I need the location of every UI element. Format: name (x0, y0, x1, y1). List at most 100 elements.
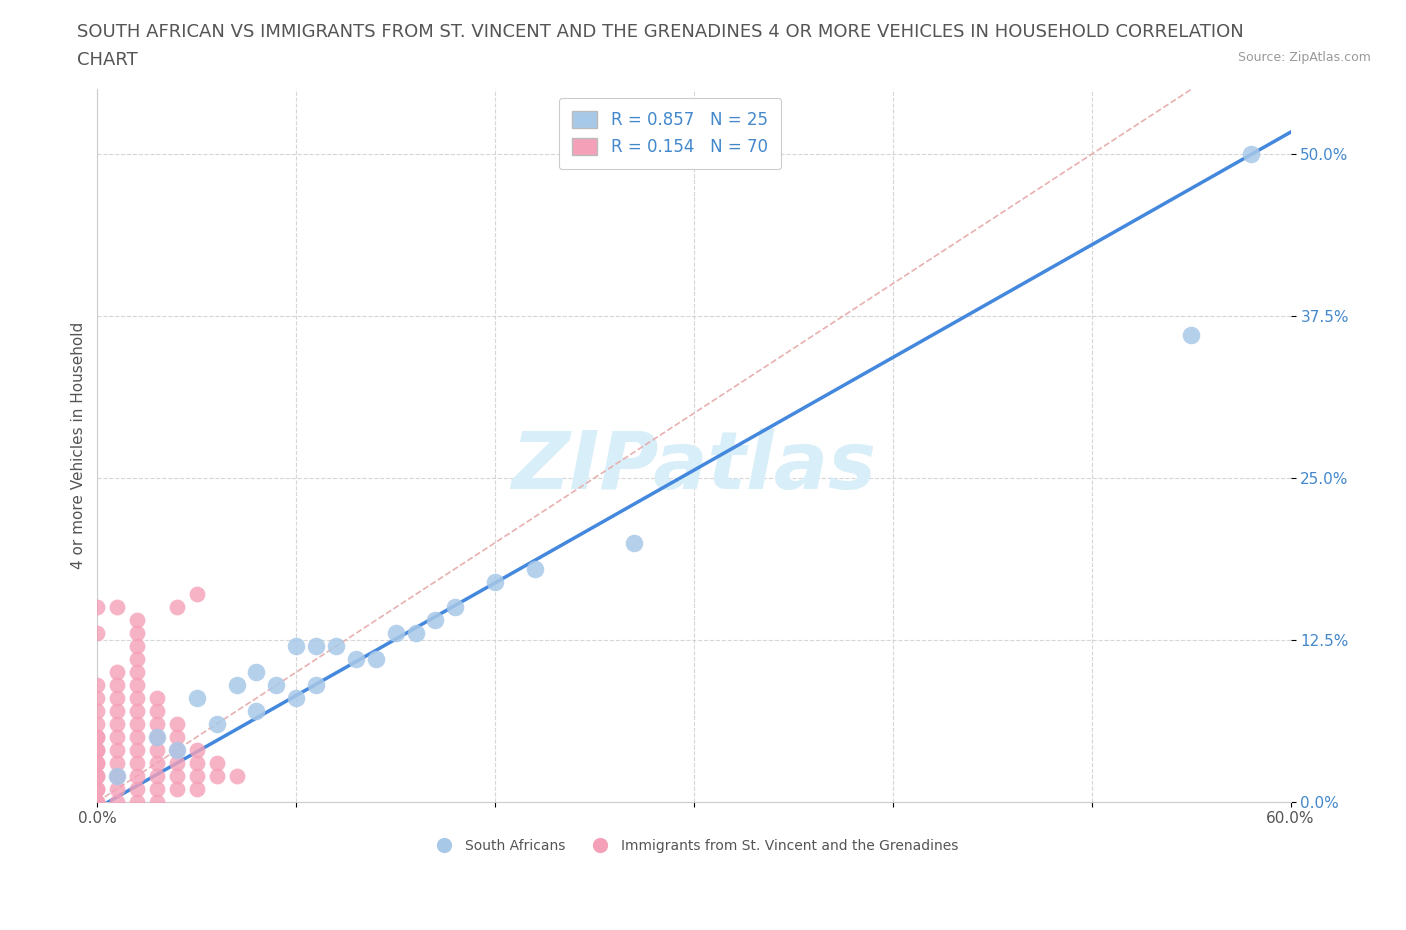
Point (105, 768, 128, 783)
Point (186, 755, 208, 770)
Point (86, 794, 108, 809)
Point (305, 639, 328, 654)
Point (86, 600, 108, 615)
Point (86, 768, 108, 783)
Point (1240, 147, 1263, 162)
Point (146, 716, 169, 731)
Point (186, 768, 208, 783)
Point (127, 742, 149, 757)
Point (127, 626, 149, 641)
Point (127, 781, 149, 796)
Point (245, 704, 267, 719)
Point (146, 755, 169, 770)
Point (484, 574, 506, 589)
Point (186, 587, 208, 602)
Y-axis label: 4 or more Vehicles in Household: 4 or more Vehicles in Household (72, 322, 86, 569)
Point (425, 613, 447, 628)
Point (86, 716, 108, 731)
Point (86, 755, 108, 770)
Point (86, 691, 108, 706)
Legend: South Africans, Immigrants from St. Vincent and the Grenadines: South Africans, Immigrants from St. Vinc… (425, 834, 963, 859)
Point (225, 678, 247, 693)
Point (86, 794, 108, 809)
Point (344, 652, 367, 667)
Point (105, 691, 128, 706)
Point (86, 781, 108, 796)
Text: CHART: CHART (77, 51, 138, 69)
Point (127, 678, 149, 693)
Point (127, 729, 149, 744)
Point (285, 691, 308, 706)
Point (105, 716, 128, 731)
Point (225, 768, 247, 783)
Point (146, 781, 169, 796)
Point (105, 600, 128, 615)
Point (146, 742, 169, 757)
Point (127, 691, 149, 706)
Point (86, 729, 108, 744)
Point (86, 781, 108, 796)
Point (105, 768, 128, 783)
Point (127, 755, 149, 770)
Point (266, 678, 288, 693)
Point (384, 626, 406, 641)
Point (405, 626, 427, 641)
Point (86, 742, 108, 757)
Point (127, 652, 149, 667)
Point (127, 613, 149, 628)
Point (86, 768, 108, 783)
Point (1180, 328, 1202, 343)
Point (444, 600, 467, 615)
Point (127, 704, 149, 719)
Point (146, 729, 169, 744)
Point (166, 755, 188, 770)
Point (186, 742, 208, 757)
Point (623, 536, 645, 551)
Point (166, 742, 188, 757)
Point (105, 678, 128, 693)
Point (205, 755, 228, 770)
Point (86, 678, 108, 693)
Point (127, 716, 149, 731)
Point (146, 794, 169, 809)
Point (127, 639, 149, 654)
Point (186, 781, 208, 796)
Point (166, 781, 188, 796)
Point (105, 794, 128, 809)
Point (166, 716, 188, 731)
Point (127, 665, 149, 680)
Point (105, 781, 128, 796)
Point (146, 691, 169, 706)
Point (166, 729, 188, 744)
Point (86, 626, 108, 641)
Point (364, 652, 387, 667)
Point (105, 729, 128, 744)
Point (105, 755, 128, 770)
Text: Source: ZipAtlas.com: Source: ZipAtlas.com (1237, 51, 1371, 64)
Point (245, 665, 267, 680)
Point (146, 729, 169, 744)
Point (105, 704, 128, 719)
Point (105, 742, 128, 757)
Point (105, 665, 128, 680)
Point (127, 794, 149, 809)
Point (166, 768, 188, 783)
Point (86, 755, 108, 770)
Text: ZIPatlas: ZIPatlas (512, 428, 876, 506)
Point (285, 639, 308, 654)
Point (166, 600, 188, 615)
Point (146, 768, 169, 783)
Point (146, 704, 169, 719)
Point (186, 691, 208, 706)
Point (105, 768, 128, 783)
Point (205, 716, 228, 731)
Point (86, 704, 108, 719)
Point (127, 768, 149, 783)
Point (86, 729, 108, 744)
Text: SOUTH AFRICAN VS IMMIGRANTS FROM ST. VINCENT AND THE GRENADINES 4 OR MORE VEHICL: SOUTH AFRICAN VS IMMIGRANTS FROM ST. VIN… (77, 23, 1244, 41)
Point (86, 742, 108, 757)
Point (325, 639, 347, 654)
Point (166, 742, 188, 757)
Point (205, 768, 228, 783)
Point (523, 561, 546, 576)
